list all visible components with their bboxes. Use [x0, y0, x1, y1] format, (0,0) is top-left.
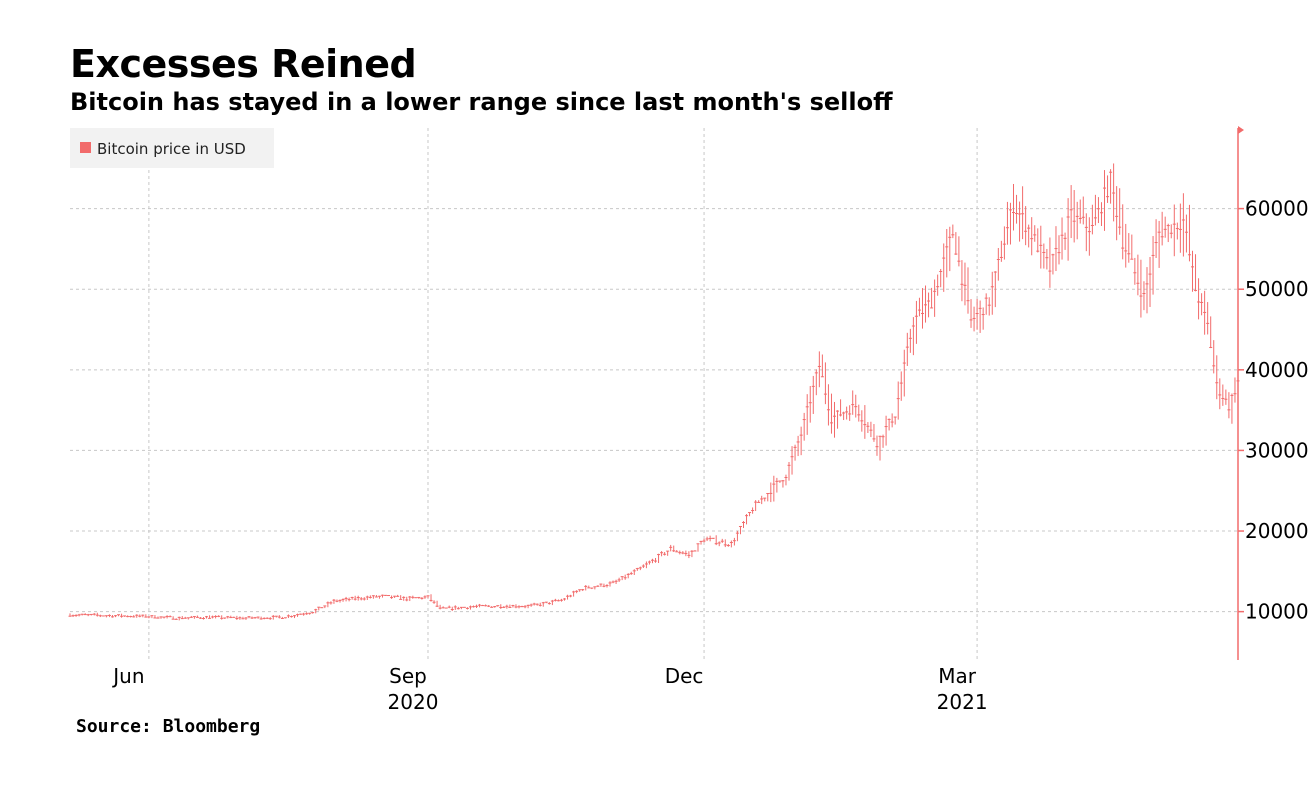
price-series — [68, 163, 1240, 621]
y-axis: 10000 20000 30000 40000 50000 60000 — [1237, 126, 1309, 660]
y-tick-label: 30000 — [1245, 438, 1309, 462]
legend-swatch — [80, 142, 91, 153]
chart-title: Excesses Reined — [70, 42, 417, 86]
legend-label: Bitcoin price in USD — [97, 140, 246, 158]
grid-lines — [70, 128, 1238, 660]
x-tick-label: Dec — [665, 664, 704, 688]
x-year-label: 2020 — [388, 690, 439, 714]
y-tick-label: 50000 — [1245, 277, 1309, 301]
y-tick-label: 40000 — [1245, 358, 1309, 382]
y-axis-arrow — [1238, 126, 1244, 134]
legend: Bitcoin price in USD — [70, 128, 274, 168]
x-tick-label: Sep — [389, 664, 427, 688]
legend-background — [70, 128, 274, 168]
y-tick-label: 20000 — [1245, 519, 1309, 543]
x-tick-label: Mar — [938, 664, 977, 688]
y-tick-label: 10000 — [1245, 600, 1309, 624]
chart-subtitle: Bitcoin has stayed in a lower range sinc… — [70, 88, 893, 116]
source-note: Source: Bloomberg — [76, 716, 261, 737]
x-tick-label: Jun — [111, 664, 144, 688]
x-year-label: 2021 — [937, 690, 988, 714]
y-tick-label: 60000 — [1245, 197, 1309, 221]
